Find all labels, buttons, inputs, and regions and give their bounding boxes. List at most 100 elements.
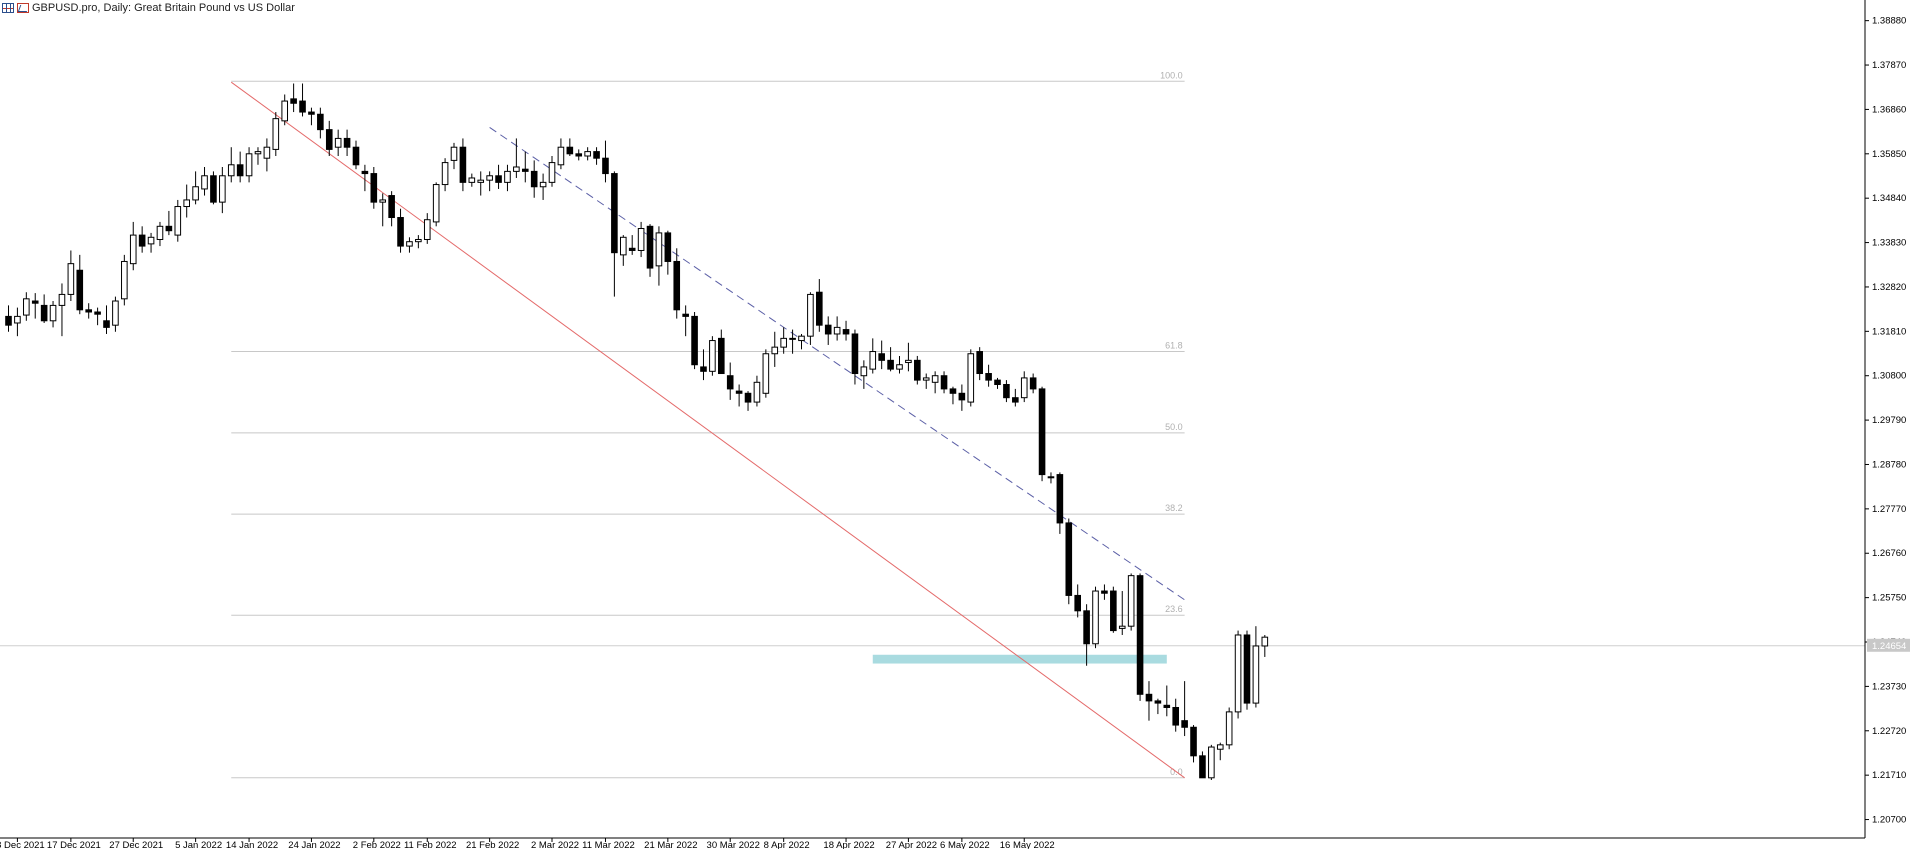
x-tick-label: 21 Mar 2022 [644,840,697,849]
chart-header: GBPUSD.pro, Daily: Great Britain Pound v… [2,1,295,15]
bearish-candle [397,217,404,247]
bearish-candle [1029,377,1037,390]
fib-level-label: 100.0 [1160,70,1183,80]
x-tick-label: 30 Mar 2022 [707,840,760,849]
chart-title: GBPUSD.pro, Daily: Great Britain Pound v… [32,2,295,14]
y-tick-label: 1.32820 [1872,282,1906,293]
bullish-candle [557,146,565,166]
y-tick-label: 1.30800 [1872,371,1906,382]
bullish-candle [174,206,182,236]
bearish-candle [94,311,101,315]
bearish-candle [1145,693,1153,702]
bullish-candle [1092,590,1099,645]
bullish-candle [1216,744,1224,750]
bullish-candle [1261,636,1269,647]
bearish-candle [566,146,574,155]
y-tick-label: 1.33830 [1872,238,1906,249]
bullish-candle [655,232,663,267]
bearish-candle [682,313,689,317]
y-tick-label: 1.34840 [1872,193,1906,204]
fibonacci-retracement[interactable]: 100.061.850.038.223.60.0 [0,70,1865,779]
bullish-candle [49,304,57,322]
bearish-candle [1190,726,1197,757]
bullish-candle [415,238,422,243]
bearish-candle [735,390,743,394]
bearish-candle [646,225,654,269]
bearish-candle [308,111,315,115]
bullish-candle [272,118,280,150]
bullish-candle [334,137,342,148]
bearish-candle [611,173,618,254]
chart-icon[interactable] [17,3,29,13]
bullish-candle [513,166,520,172]
bearish-candle [593,151,600,159]
bullish-candle [112,300,119,326]
bearish-candle [290,98,297,104]
bullish-candle [245,153,253,177]
bearish-candle [726,375,734,390]
bullish-candle [896,364,903,370]
x-tick-label: 5 Jan 2022 [175,840,222,849]
table-icon[interactable] [2,3,14,13]
bearish-candle [976,351,983,375]
y-tick-label: 1.21710 [1872,770,1906,781]
bullish-candle [23,298,30,316]
bullish-candle [156,225,164,240]
bearish-candle [744,392,752,403]
current-price-badge [1867,638,1910,652]
bullish-candle [281,100,289,122]
bearish-candle [602,157,609,175]
bearish-candle [530,170,538,188]
bearish-candle [352,146,360,166]
x-tick-label: 14 Jan 2022 [226,840,278,849]
bearish-candle [664,232,672,262]
x-tick-label: 2 Mar 2022 [531,840,579,849]
y-tick-label: 1.25750 [1872,593,1906,604]
bearish-candle [1136,575,1144,695]
x-tick-label: 16 May 2022 [1000,840,1055,849]
bearish-candle [138,234,146,247]
bearish-candle [1056,474,1064,524]
bullish-candle [539,181,547,188]
bearish-candle [1163,704,1171,708]
bullish-candle [254,151,262,155]
bullish-candle [860,366,868,377]
bearish-candle [236,164,244,177]
x-tick-label: 8 Apr 2022 [764,840,810,849]
bullish-candle [450,146,458,161]
bullish-candle [1118,625,1126,629]
candles-layer [5,83,1269,780]
bearish-candle [940,375,948,390]
bearish-candle [5,315,12,326]
bearish-candle [103,320,110,328]
bearish-candle [1172,706,1180,726]
bullish-candle [753,381,761,403]
x-tick-label: 11 Mar 2022 [582,840,635,849]
y-tick-label: 1.31810 [1872,326,1906,337]
bearish-candle [1012,397,1019,403]
bullish-candle [548,162,556,183]
bullish-candle [771,346,779,355]
bearish-candle [76,269,84,311]
fib-level-label: 61.8 [1165,341,1183,351]
bullish-candle [263,146,271,159]
dashed-resistance-trendline [489,127,1185,601]
bullish-candle [1225,711,1233,746]
bullish-candle [406,241,413,247]
bearish-candle [575,153,583,157]
bullish-candle [1234,634,1242,713]
bullish-candle [1020,377,1028,399]
y-tick-label: 1.22720 [1872,726,1906,737]
bullish-candle [709,340,716,372]
bearish-candle [887,359,894,370]
bullish-candle [379,199,387,203]
bullish-candle [477,179,485,183]
bearish-candle [388,195,395,219]
bullish-candle [227,164,235,177]
bullish-candle [807,293,814,337]
bullish-candle [780,337,787,348]
bullish-candle [1127,575,1135,627]
current-price-label: 1.24654 [1872,641,1906,652]
bearish-candle [958,392,966,401]
